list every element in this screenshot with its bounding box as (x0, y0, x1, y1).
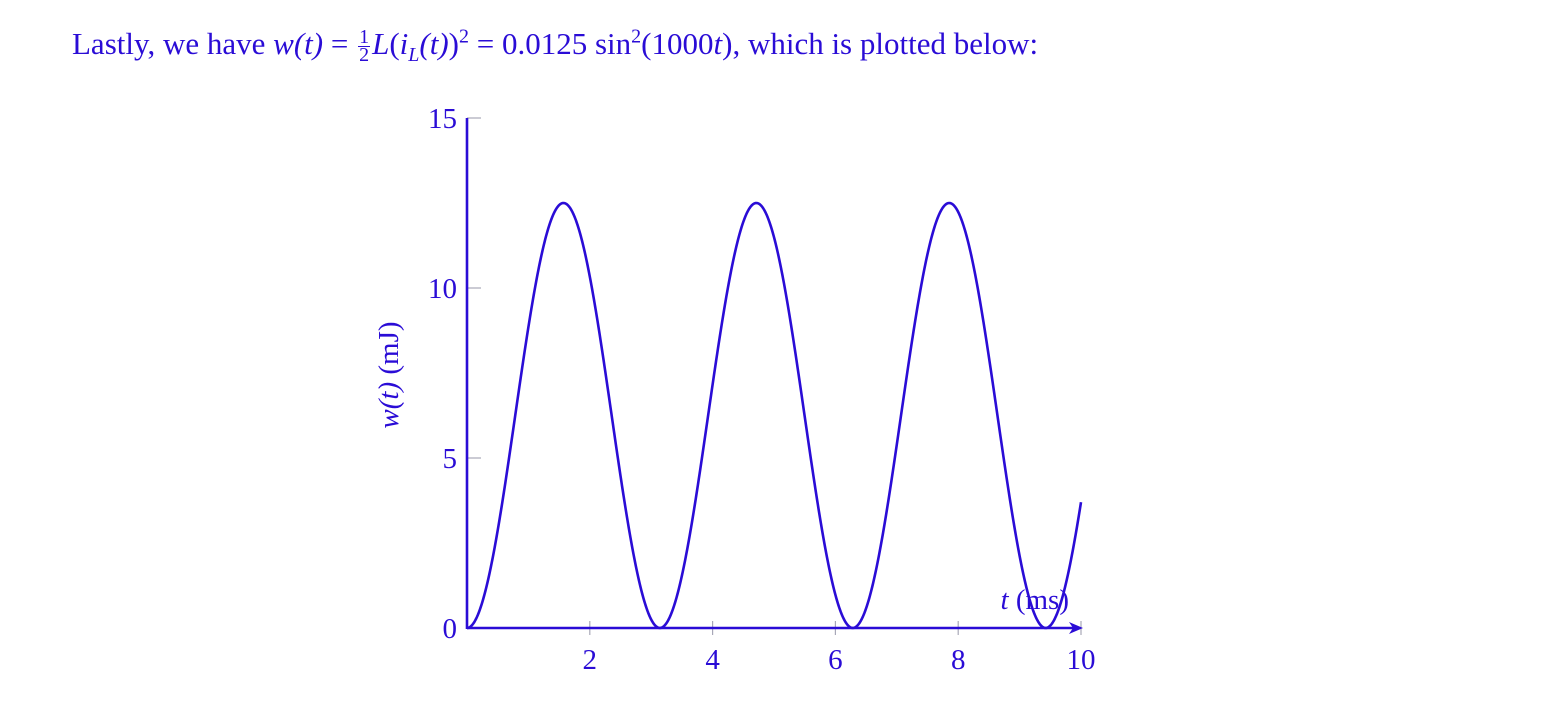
intro-i: i (399, 26, 409, 61)
x-axis-arrow-icon (1069, 622, 1083, 634)
y-tick-label-5: 5 (443, 443, 458, 475)
intro-arg-t: t (713, 26, 723, 61)
intro-eq2: = 0.0125 (468, 26, 588, 61)
y-tick-label-0: 0 (443, 613, 458, 645)
y-tick-label-10: 10 (428, 273, 457, 305)
intro-L: L (372, 26, 390, 61)
x-tick-label-4: 4 (705, 644, 720, 676)
intro-sup-2a: 2 (458, 25, 469, 48)
intro-arg-close: ) (722, 26, 733, 61)
x-tick-label-6: 6 (828, 644, 843, 676)
intro-suffix: , which is plotted below: (732, 26, 1039, 61)
intro-arg: (1000 (641, 26, 714, 61)
x-axis-label-var: t (1001, 584, 1010, 616)
y-axis-label-unit: (mJ) (373, 321, 405, 381)
fraction-denominator: 2 (359, 44, 370, 67)
tick-label-group: 0 5 10 15 2 4 6 8 10 (428, 103, 1096, 676)
intro-sub-L: L (408, 44, 420, 67)
intro-prefix: Lastly, we have (72, 26, 274, 61)
x-axis-label-unit: (ms) (1009, 584, 1069, 616)
y-axis-label-var: w(t) (373, 382, 405, 429)
intro-paren-close: ) (448, 26, 459, 61)
intro-paren-t: (t) (419, 26, 449, 61)
intro-paren-open: ( (389, 26, 400, 61)
series-line-w (466, 201, 1083, 630)
x-tick-label-10: 10 (1067, 644, 1096, 676)
x-axis-label: t (ms) (1001, 584, 1069, 616)
tick-group (467, 117, 1082, 635)
intro-w-t: w(t) (273, 26, 324, 61)
intro-sentence: Lastly, we have w(t) = 1 2 L(iL(t))2 = 0.0… (72, 22, 1038, 66)
intro-eq1: = (323, 26, 357, 61)
fraction-numerator: 1 (358, 26, 371, 49)
y-tick-label-15: 15 (428, 103, 457, 135)
intro-sup-2b: 2 (631, 25, 642, 48)
x-tick-label-8: 8 (951, 644, 966, 676)
intro-sin: sin (587, 26, 632, 61)
y-axis-label: w(t) (mJ) (373, 321, 405, 428)
x-tick-label-2: 2 (583, 644, 598, 676)
